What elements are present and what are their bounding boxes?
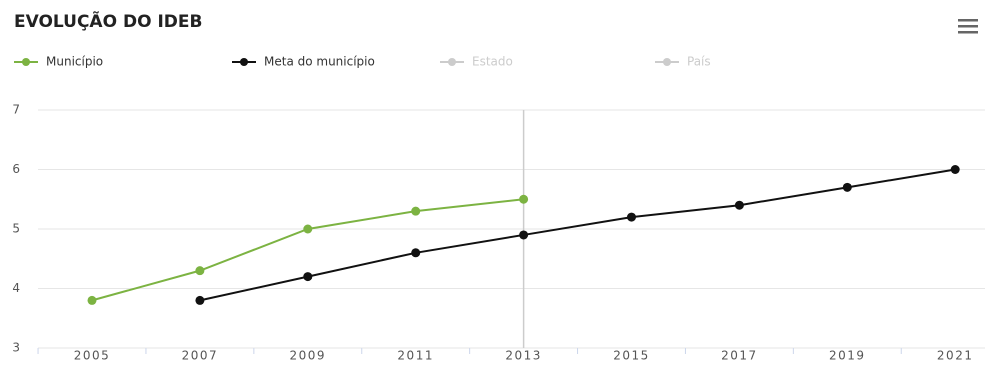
series-line [199, 168, 956, 302]
y-tick-label: 7 [12, 103, 20, 117]
legend-label: País [687, 55, 711, 69]
data-point [519, 194, 529, 204]
data-point [842, 182, 852, 192]
menu-bar [958, 31, 978, 34]
chart-title: EVOLUÇÃO DO IDEB [14, 9, 202, 32]
series-line [91, 198, 524, 302]
data-point [195, 266, 205, 276]
x-tick-label: 2007 [182, 349, 219, 363]
data-point [734, 200, 744, 210]
data-point [627, 212, 636, 222]
data-point [411, 206, 421, 216]
legend-label: Estado [472, 55, 513, 69]
legend-marker [663, 58, 671, 66]
y-tick-label: 3 [12, 341, 20, 355]
legend-item[interactable]: Meta do município [232, 55, 375, 69]
data-point [303, 224, 313, 234]
legend-marker [240, 58, 248, 66]
data-point [195, 295, 205, 305]
legend-marker [448, 58, 456, 66]
x-tick-label: 2005 [74, 349, 111, 363]
data-point [87, 295, 97, 305]
menu-bar [958, 25, 978, 28]
data-point [519, 230, 529, 240]
x-tick-label: 2019 [829, 349, 866, 363]
y-tick-label: 4 [12, 281, 20, 295]
y-tick-label: 6 [12, 162, 20, 176]
legend-marker [22, 58, 30, 66]
x-tick-label: 2009 [290, 349, 327, 363]
x-tick-label: 2013 [505, 349, 542, 363]
legend-item[interactable]: Estado [440, 55, 513, 69]
x-tick-label: 2017 [721, 349, 758, 363]
x-tick-label: 2021 [937, 349, 974, 363]
legend-label: Município [46, 55, 103, 69]
x-tick-label: 2015 [613, 349, 650, 363]
data-point [950, 165, 960, 174]
data-point [303, 272, 313, 282]
legend-item[interactable]: Município [14, 55, 103, 69]
x-tick-label: 2011 [397, 349, 434, 363]
menu-button[interactable] [958, 19, 978, 34]
y-tick-label: 5 [12, 222, 20, 236]
menu-bar [958, 19, 978, 22]
legend-item[interactable]: País [655, 55, 711, 69]
data-point [411, 248, 421, 258]
legend-label: Meta do município [264, 55, 375, 69]
